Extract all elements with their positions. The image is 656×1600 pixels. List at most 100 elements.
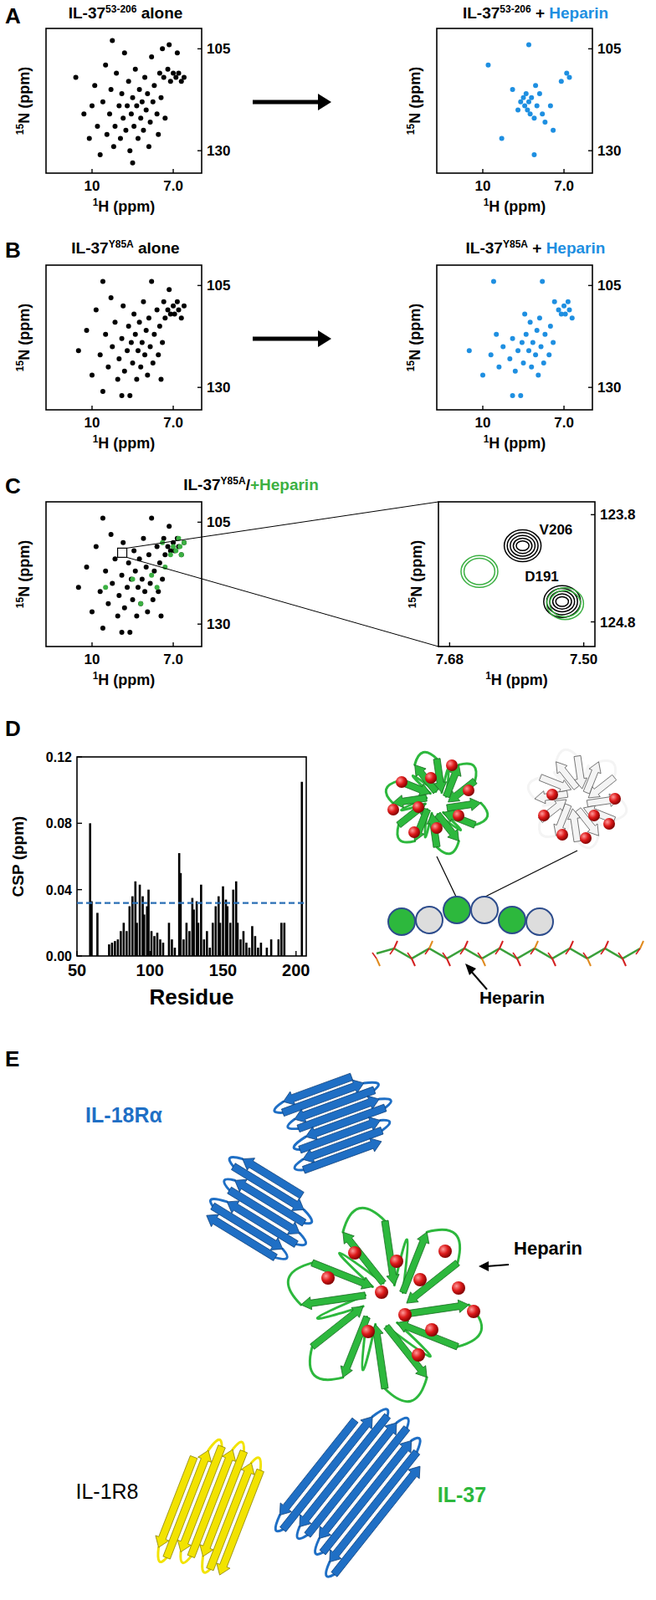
y-tick xyxy=(197,149,202,151)
heparin-group xyxy=(604,941,609,949)
receptor-label: IL-18Rα xyxy=(85,1103,163,1128)
text-segment: N (ppm) xyxy=(406,303,424,361)
peak xyxy=(150,360,156,366)
residue-sphere xyxy=(321,1271,335,1286)
peak-contour xyxy=(546,588,584,621)
peak xyxy=(176,307,182,313)
peak xyxy=(130,95,136,101)
peak-contour xyxy=(461,555,498,588)
y-tick xyxy=(197,623,202,625)
loop xyxy=(384,1378,427,1403)
y-tick-label: 105 xyxy=(597,41,621,57)
residue-sphere xyxy=(438,1245,452,1259)
residue-sphere xyxy=(452,809,465,822)
x-axis-label: Residue xyxy=(148,984,234,1010)
receptor-label: IL-1R8 xyxy=(75,1480,139,1504)
peak xyxy=(144,373,150,379)
peak xyxy=(143,107,149,113)
heparin-group xyxy=(460,948,465,955)
text-segment: Y85A xyxy=(220,475,246,487)
peak xyxy=(130,160,136,166)
y-tick-label: 105 xyxy=(206,41,231,57)
contour-ring xyxy=(546,588,584,621)
loop xyxy=(315,1538,323,1555)
text-segment: H (ppm) xyxy=(491,671,549,689)
y-tick xyxy=(588,149,593,151)
x-tick xyxy=(172,405,174,410)
ligand-label: IL-37 xyxy=(437,1483,487,1507)
x-axis-label: 1H (ppm) xyxy=(483,433,547,452)
y-tick-label: 130 xyxy=(206,616,231,633)
peak xyxy=(533,352,539,358)
x-tick-label: 50 xyxy=(67,961,87,980)
bar xyxy=(111,943,114,957)
peak xyxy=(126,78,132,84)
bar xyxy=(117,939,120,957)
heparin-group xyxy=(411,958,416,967)
residue-sphere xyxy=(425,772,437,785)
contour-ring xyxy=(549,590,581,617)
text-segment: Heparin xyxy=(548,4,609,22)
peak xyxy=(133,332,139,338)
peak xyxy=(144,609,150,615)
bar xyxy=(219,922,222,957)
loop xyxy=(294,1159,304,1171)
bar xyxy=(197,922,200,957)
peak xyxy=(73,74,79,80)
heparin-group xyxy=(481,958,486,967)
ig-domain xyxy=(274,1073,392,1174)
panel-label: E xyxy=(5,1046,20,1072)
bar xyxy=(254,936,257,957)
loop xyxy=(415,752,437,765)
y-tick-label: 0.08 xyxy=(46,816,72,831)
peak xyxy=(181,303,187,309)
bar xyxy=(185,922,189,957)
residue-sphere xyxy=(430,822,443,835)
bar xyxy=(123,922,126,957)
bar xyxy=(188,931,191,957)
y-axis-label: 15N (ppm) xyxy=(14,540,33,609)
bar xyxy=(256,948,260,957)
peak xyxy=(122,605,128,611)
peak xyxy=(119,630,125,636)
protein-bead xyxy=(443,896,471,924)
peak xyxy=(93,544,99,550)
peak xyxy=(485,62,491,68)
peak xyxy=(500,343,506,349)
beta-strand xyxy=(538,799,566,824)
text-segment: H (ppm) xyxy=(97,435,155,452)
peak xyxy=(159,46,165,52)
peak xyxy=(159,577,165,583)
peak xyxy=(143,564,149,570)
bar xyxy=(283,922,287,957)
residue-sphere xyxy=(425,1323,439,1338)
peak xyxy=(157,71,163,77)
peak xyxy=(97,352,103,358)
peak xyxy=(131,123,137,129)
beta-strand xyxy=(384,1324,427,1379)
peak xyxy=(499,136,505,142)
text-segment: IL-37 xyxy=(68,4,106,22)
bar xyxy=(199,885,203,957)
y-tick-label: 0.12 xyxy=(46,750,72,765)
peak xyxy=(157,560,163,566)
bar xyxy=(211,922,215,957)
spectrum: 107.01051301H (ppm)15N (ppm)IL-37Y85A al… xyxy=(14,238,231,452)
peak xyxy=(117,136,123,142)
heparin-chain xyxy=(376,948,641,959)
peak xyxy=(131,548,137,554)
x-axis-label: 1H (ppm) xyxy=(92,433,156,452)
loop xyxy=(411,1438,421,1453)
heparin-arrow-head xyxy=(478,1261,489,1272)
peak xyxy=(138,601,144,607)
x-tick xyxy=(481,169,483,174)
peak xyxy=(166,523,172,529)
peaks xyxy=(73,38,187,166)
bar xyxy=(300,782,303,957)
peak xyxy=(112,123,118,129)
peak xyxy=(538,343,544,349)
peak xyxy=(162,315,168,321)
heparin-group xyxy=(618,953,623,959)
peak xyxy=(561,303,567,309)
peak xyxy=(107,111,113,117)
